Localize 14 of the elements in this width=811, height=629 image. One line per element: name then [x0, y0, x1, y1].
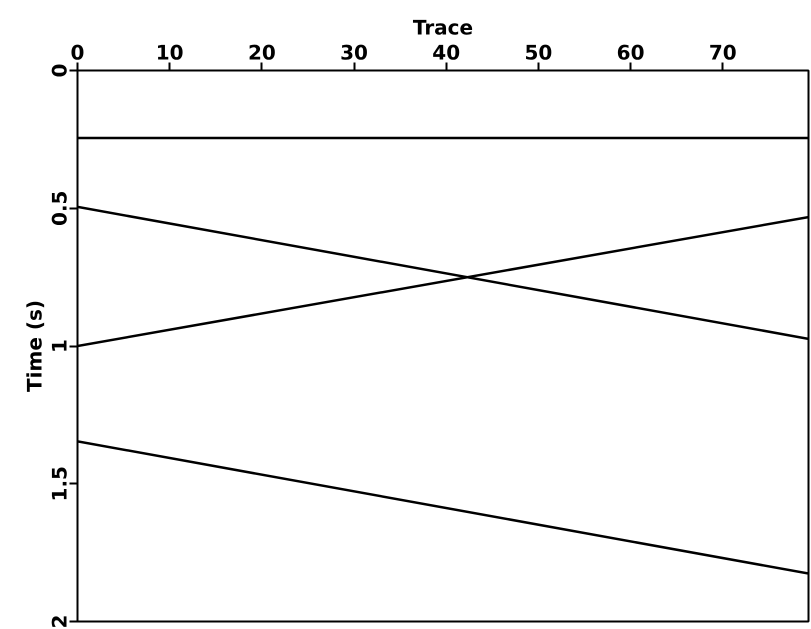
x-axis-title: Trace — [412, 16, 474, 40]
x-tick-label: 60 — [616, 40, 645, 64]
y-tick-label: 2 — [48, 614, 72, 628]
y-tick-label: 1 — [48, 339, 72, 353]
x-tick-label: 30 — [340, 40, 368, 64]
y-tick-label: 0 — [48, 64, 72, 78]
x-tick-label: 40 — [432, 40, 460, 64]
y-tick-label: 0.5 — [48, 190, 72, 226]
x-tick-label: 50 — [524, 40, 552, 64]
y-tick-label: 1.5 — [48, 466, 72, 502]
x-tick-label: 20 — [248, 40, 276, 64]
x-tick-label: 10 — [156, 40, 184, 64]
y-axis-title: Time (s) — [22, 300, 46, 392]
x-tick-label: 70 — [708, 40, 737, 64]
